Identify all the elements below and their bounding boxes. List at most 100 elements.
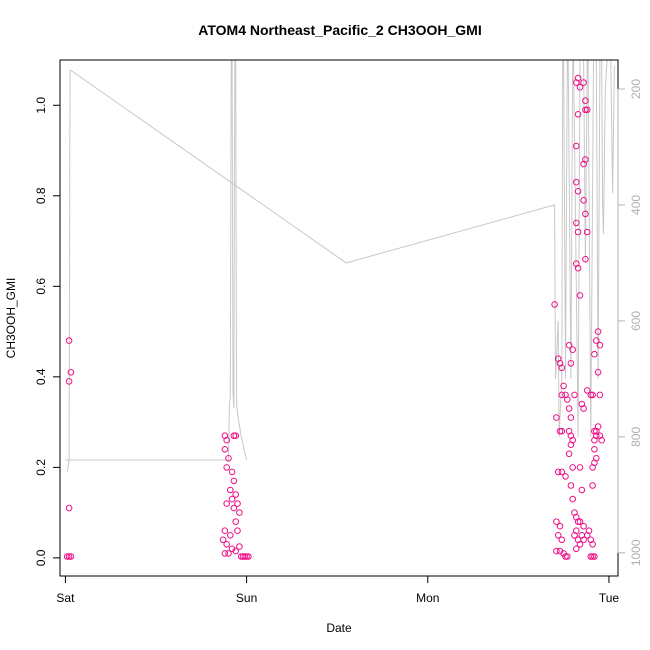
chart-title: ATOM4 Northeast_Pacific_2 CH3OOH_GMI [198,22,481,38]
data-point [576,518,584,526]
data-point [221,446,229,453]
data-point [571,391,578,399]
data-point [582,106,589,114]
data-point [219,536,227,544]
x-tick-label: Tue [599,591,620,605]
data-point [221,527,229,535]
data-point [582,97,589,104]
data-point [551,301,558,308]
data-point [554,532,562,539]
data-point [225,550,232,557]
data-point [582,255,589,263]
data-point [576,541,584,548]
data-point [580,522,587,530]
y-tick-label: 0.8 [34,187,48,204]
data-point [223,541,230,548]
data-point [589,541,596,548]
x-axis: Sat Sun Mon Tue [56,575,620,605]
data-point [564,553,571,560]
data-point [593,337,600,344]
data-point [589,482,596,489]
pressure-line-sun [65,59,248,461]
x-tick-label: Sun [236,591,257,605]
data-point [241,553,249,560]
y-tick-label: 0.0 [34,549,48,566]
data-point [587,553,595,560]
data-point [594,369,602,376]
y-tick-label: 0.2 [34,459,48,476]
data-point [576,464,584,471]
data-point [569,464,577,471]
data-point [65,337,73,344]
data-point [553,414,560,421]
data-point [234,527,241,535]
data-point [574,188,582,195]
data-point [232,432,239,440]
data-point [67,553,75,560]
points-layer [63,74,606,560]
data-point [565,341,573,349]
data-point [236,543,243,550]
data-point [236,509,243,516]
data-point [223,464,230,471]
data-point [554,468,562,476]
data-point [596,341,604,349]
y-tick-label: 1.0 [34,97,48,114]
data-point [583,387,591,394]
data-point [558,427,566,435]
data-point [553,518,560,526]
data-point [565,405,573,412]
data-point [591,446,598,453]
data-point [580,405,587,412]
data-point [567,414,575,421]
data-point [227,532,234,539]
data-point [558,536,566,544]
data-point [230,477,238,485]
data-point [578,486,586,494]
data-point [245,553,252,560]
data-point [598,436,606,444]
data-point [582,210,589,218]
data-point [558,391,566,399]
data-point [65,504,73,512]
data-point [576,83,584,91]
data-point [232,491,239,498]
data-point [574,264,582,272]
data-point [587,391,595,399]
plot-frame [59,59,619,577]
pressure-line [66,59,615,472]
data-point [589,553,596,560]
data-point [230,504,238,512]
x-tick-label: Mon [416,591,439,605]
data-point [574,111,582,118]
y-tick-label: 0.6 [34,278,48,295]
data-point [556,427,564,435]
data-point [574,228,582,236]
data-point [567,482,575,489]
y-axis: 0.0 0.2 0.4 0.6 0.8 1.0 [34,97,61,566]
x-tick-label: Sat [56,591,75,605]
pressure-line-layer [65,59,615,472]
data-point [558,364,566,372]
data-point [589,391,596,399]
data-point [567,441,575,449]
data-point [223,500,230,507]
data-point [591,553,598,560]
data-point [574,518,582,526]
data-point [228,468,236,476]
data-point [573,178,580,186]
data-point [569,495,577,503]
data-point [591,350,598,358]
data-point [63,553,71,560]
data-point [580,79,587,86]
data-point [556,522,564,530]
y2-tick-label: 200 [629,79,643,99]
data-point [574,74,582,82]
data-point [594,328,602,335]
y2-tick-label: 600 [629,311,643,331]
data-point [583,106,591,114]
data-point [560,382,567,390]
data-point [573,545,580,553]
data-point [576,292,584,299]
data-point [223,436,230,444]
